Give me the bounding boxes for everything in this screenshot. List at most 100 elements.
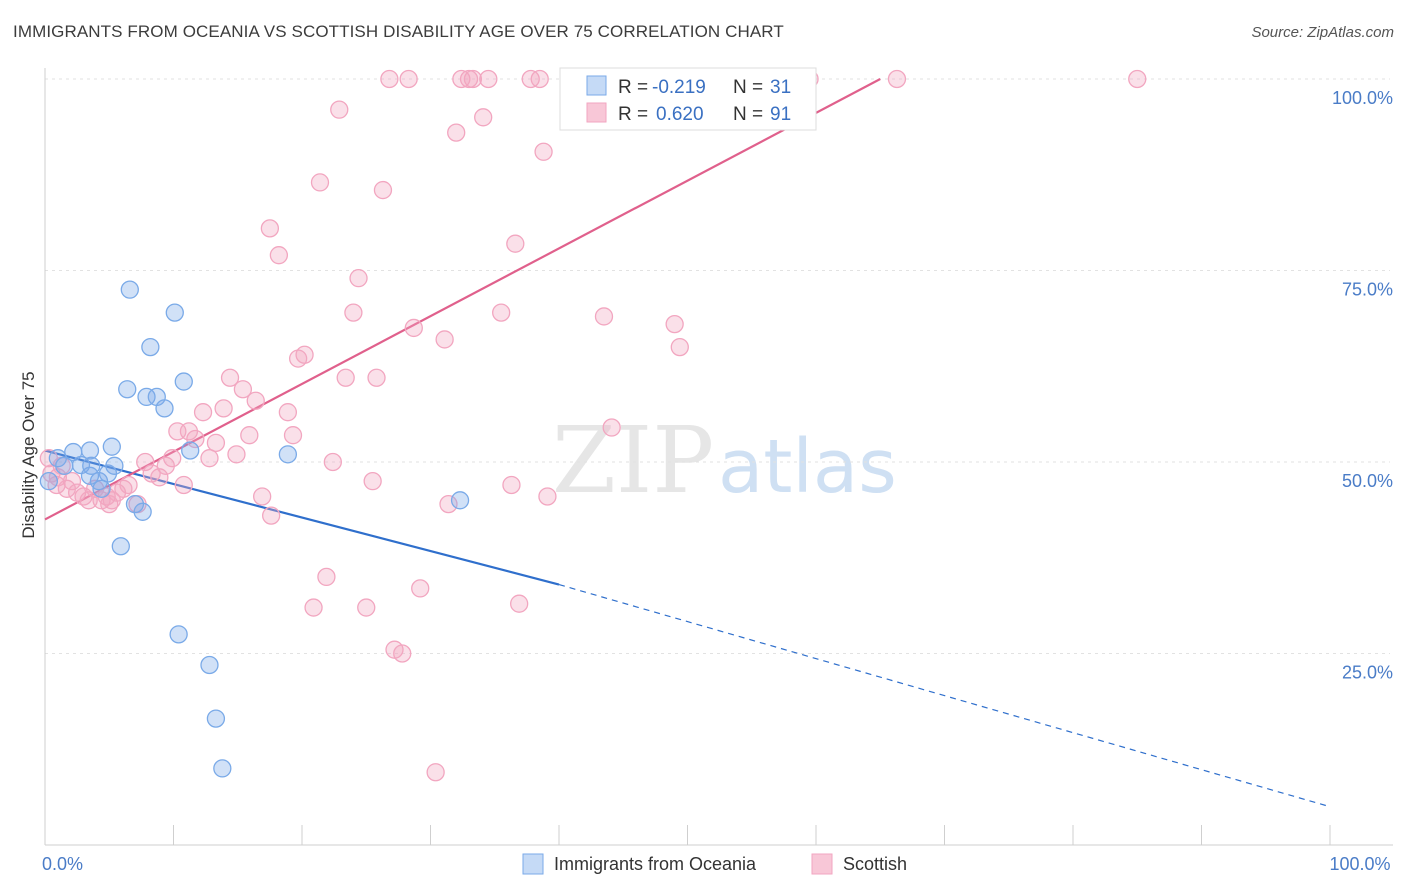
trend-line-1 (44, 78, 881, 521)
source-credit: Source: ZipAtlas.com (1251, 24, 1394, 41)
point-oceania (82, 456, 101, 475)
point-scottish (163, 449, 182, 468)
point-scottish (439, 494, 458, 514)
y-axis-label: Disability Age Over 75 (19, 371, 38, 538)
y-tick-label: 50.0% (1342, 471, 1393, 491)
point-scottish (227, 445, 246, 464)
point-oceania (92, 479, 111, 498)
point-scottish (357, 598, 376, 617)
point-oceania (278, 445, 298, 464)
legend-r-value-oceania: -0.219 (652, 77, 706, 98)
point-scottish (136, 452, 155, 472)
point-scottish (479, 69, 498, 89)
point-scottish (278, 403, 298, 422)
point-scottish (492, 303, 511, 322)
watermark-zip: ZIP (552, 407, 714, 514)
point-scottish (506, 234, 525, 253)
point-oceania (200, 655, 219, 675)
legend-n-value-oceania: 31 (770, 77, 791, 98)
point-scottish (330, 100, 349, 119)
trend-line-0 (44, 449, 560, 586)
point-scottish (459, 69, 479, 89)
point-scottish (474, 108, 493, 127)
point-oceania (111, 537, 130, 556)
bottom-swatch-scottish (811, 853, 833, 875)
point-oceania (450, 491, 470, 510)
point-scottish (100, 494, 119, 514)
point-scottish (119, 475, 138, 495)
series-legend: Immigrants from Oceania Scottish (522, 853, 907, 875)
point-scottish (349, 269, 368, 288)
point-oceania (133, 502, 152, 521)
trend-lines (44, 78, 1331, 808)
point-scottish (262, 506, 281, 525)
point-scottish (206, 433, 226, 453)
legend-swatch-scottish (586, 102, 607, 123)
point-oceania (165, 303, 184, 322)
chart-title: IMMIGRANTS FROM OCEANIA VS SCOTTISH DISA… (13, 22, 784, 41)
point-scottish (246, 391, 265, 410)
point-scottish (174, 475, 193, 495)
bottom-legend-scottish: Scottish (843, 854, 907, 874)
point-scottish (79, 491, 98, 510)
point-scottish (530, 69, 549, 89)
legend-r-value-scottish: 0.620 (656, 104, 704, 125)
point-scottish (304, 598, 323, 617)
point-scottish (594, 307, 614, 326)
x-tick-label: 0.0% (42, 854, 83, 874)
point-oceania (169, 625, 188, 644)
point-scottish (323, 452, 342, 472)
point-scottish (62, 471, 82, 491)
point-scottish (363, 471, 382, 491)
point-scottish (399, 69, 418, 89)
x-tick-label: 100.0% (1329, 854, 1390, 874)
watermark-atlas: atlas (718, 424, 897, 510)
point-scottish (269, 246, 289, 265)
legend-n-label-1: N = (733, 77, 763, 98)
point-scottish (344, 303, 363, 322)
point-scottish (670, 337, 689, 357)
point-oceania (213, 759, 232, 778)
bottom-swatch-oceania (522, 853, 544, 875)
point-oceania (174, 372, 193, 391)
point-scottish (393, 644, 412, 663)
point-scottish (260, 219, 280, 238)
point-scottish (1128, 69, 1147, 89)
point-scottish (373, 180, 393, 200)
point-oceania (141, 337, 160, 357)
point-scottish (380, 69, 399, 89)
bottom-legend-oceania: Immigrants from Oceania (554, 854, 757, 874)
point-scottish (510, 594, 529, 613)
point-scottish (220, 368, 240, 387)
point-scottish (295, 345, 314, 364)
point-scottish (602, 418, 621, 437)
y-tick-label: 25.0% (1342, 663, 1393, 683)
point-scottish (48, 468, 67, 487)
point-scottish (435, 330, 454, 349)
point-scottish (240, 426, 259, 445)
point-oceania (137, 387, 156, 407)
point-scottish (367, 368, 386, 387)
point-oceania (102, 437, 121, 456)
point-scottish (447, 123, 466, 142)
legend-swatch-oceania (586, 75, 607, 96)
point-scottish (426, 763, 445, 782)
legend-r-label-2: R = (618, 104, 648, 125)
stats-legend: R = -0.219 N = 31 R = 0.620 N = 91 (559, 67, 817, 131)
point-scottish (310, 173, 330, 192)
point-scottish (665, 314, 684, 334)
point-oceania (181, 441, 200, 460)
axes: 25.0% 50.0% 75.0% 100.0% 0.0% 100.0% (42, 68, 1393, 874)
point-scottish (411, 579, 430, 598)
point-oceania (105, 456, 124, 475)
point-oceania (206, 709, 226, 728)
point-scottish (283, 426, 303, 445)
point-oceania (80, 441, 100, 460)
point-scottish (317, 567, 336, 587)
point-scottish (463, 69, 483, 89)
point-scottish (233, 380, 253, 399)
point-scottish (186, 429, 205, 449)
legend-n-value-scottish: 91 (770, 104, 791, 125)
point-oceania (125, 494, 145, 514)
point-scottish (150, 468, 169, 487)
